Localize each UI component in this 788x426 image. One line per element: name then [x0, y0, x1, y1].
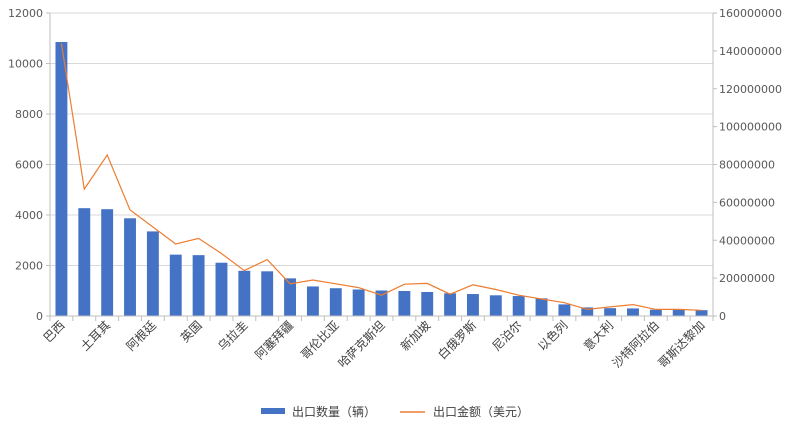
- category-label: 乌拉圭: [214, 318, 250, 354]
- category-label: 白俄罗斯: [435, 318, 480, 363]
- right-tick-label: 20000000: [719, 272, 775, 285]
- category-label: 以色列: [535, 318, 570, 353]
- left-tick-label: 0: [36, 310, 43, 323]
- left-tick-label: 4000: [15, 209, 43, 222]
- right-tick-label: 100000000: [719, 121, 782, 134]
- right-tick-label: 160000000: [719, 7, 782, 20]
- right-tick-label: 0: [719, 310, 726, 323]
- bar: [672, 309, 685, 316]
- bar: [215, 262, 228, 316]
- left-tick-label: 12000: [8, 7, 43, 20]
- left-axis-ticks: 0 2000 4000 6000 8000 10000 12000: [8, 7, 43, 323]
- bar: [558, 304, 571, 316]
- category-label: 阿塞拜疆: [252, 318, 297, 363]
- category-label: 哈萨克斯坦: [335, 318, 387, 370]
- bar: [352, 289, 365, 316]
- bar: [695, 310, 708, 316]
- right-tick-label: 80000000: [719, 159, 775, 172]
- bar: [284, 278, 296, 316]
- bar: [581, 307, 594, 316]
- right-tick-label: 60000000: [719, 196, 775, 209]
- line-series: [60, 43, 702, 311]
- left-tick-label: 8000: [15, 108, 43, 121]
- bar: [101, 209, 114, 316]
- category-label: 新加坡: [397, 318, 433, 354]
- bar: [124, 218, 136, 316]
- bar-series: [55, 42, 708, 316]
- legend-label-line: 出口金额（美元）: [433, 404, 529, 419]
- category-label: 沙特阿拉伯: [609, 318, 662, 371]
- bar: [467, 294, 479, 316]
- legend-swatch-bar: [261, 408, 285, 414]
- bar: [512, 296, 525, 316]
- category-label: 哥斯达黎加: [655, 318, 707, 370]
- category-label: 巴西: [41, 318, 68, 345]
- line-path: [60, 43, 702, 311]
- bar: [306, 286, 319, 316]
- bar: [444, 293, 457, 316]
- bar: [169, 254, 182, 316]
- right-tick-label: 140000000: [719, 45, 782, 58]
- bar: [261, 271, 274, 316]
- bar: [55, 42, 68, 316]
- category-label: 阿根廷: [124, 318, 159, 353]
- left-tick-label: 10000: [8, 58, 43, 71]
- bar: [627, 308, 639, 316]
- bar: [192, 255, 205, 316]
- bar: [398, 291, 411, 316]
- category-label: 英国: [178, 318, 205, 345]
- left-tick-label: 2000: [15, 260, 43, 273]
- legend: 出口数量（辆） 出口金额（美元）: [261, 404, 529, 419]
- bar: [604, 308, 617, 316]
- category-label: 哥伦比亚: [297, 318, 342, 363]
- category-label: 尼泊尔: [489, 318, 525, 354]
- right-axis-ticks: 0 20000000 40000000 60000000 80000000 1000000…: [719, 7, 782, 323]
- bar: [78, 208, 91, 316]
- gridlines: [50, 12, 713, 266]
- bar: [375, 290, 388, 316]
- bar: [489, 295, 502, 316]
- axes: [46, 12, 717, 321]
- legend-label-bar: 出口数量（辆）: [292, 404, 376, 419]
- left-tick-label: 6000: [15, 159, 43, 172]
- bar: [535, 298, 548, 316]
- bar: [146, 231, 159, 316]
- bar: [238, 270, 251, 316]
- category-labels: 巴西 土耳其 阿根廷 英国 乌拉圭 阿塞拜疆 哥伦比亚哈萨克斯坦 新加坡 白俄罗斯 尼泊尔 以色列意…: [41, 318, 708, 371]
- bar: [421, 292, 434, 316]
- bar: [329, 288, 342, 316]
- right-tick-label: 40000000: [719, 234, 775, 247]
- right-tick-label: 120000000: [719, 83, 782, 96]
- category-label: 土耳其: [78, 318, 113, 353]
- bar: [649, 309, 662, 316]
- category-label: 意大利: [580, 318, 616, 354]
